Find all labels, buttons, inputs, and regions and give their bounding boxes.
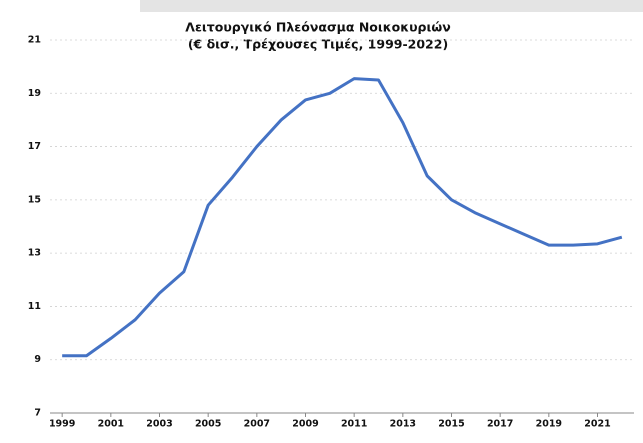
top-strip (140, 0, 643, 12)
x-tick-label: 2001 (98, 419, 124, 430)
chart-subtitle: (€ δισ., Τρέχουσες Τιμές, 1999-2022) (188, 37, 448, 52)
y-tick-label: 9 (34, 354, 41, 365)
x-tick-label: 2021 (584, 419, 610, 430)
y-tick-label: 7 (34, 408, 41, 419)
x-tick-label: 2019 (536, 419, 562, 430)
chart-title: Λειτουργικό Πλεόνασμα Νοικοκυριών (185, 20, 450, 35)
y-tick-label: 15 (28, 194, 41, 205)
x-tick-label: 2007 (244, 419, 270, 430)
panel (0, 12, 643, 443)
x-tick-label: 2005 (195, 419, 221, 430)
y-tick-label: 19 (28, 88, 41, 99)
data-line (62, 77, 623, 358)
x-tick-label: 1999 (49, 419, 75, 430)
x-tick-label: 2015 (438, 419, 464, 430)
y-tick-label: 17 (28, 141, 41, 152)
y-tick-label: 13 (28, 248, 41, 259)
y-tick-label: 21 (28, 35, 41, 46)
x-tick-label: 2017 (487, 419, 513, 430)
x-tick-label: 2003 (146, 419, 172, 430)
x-tick-label: 2013 (390, 419, 416, 430)
x-tick-label: 2011 (341, 419, 367, 430)
panel-tab (0, 0, 140, 12)
y-tick-label: 11 (28, 301, 41, 312)
x-tick-label: 2009 (292, 419, 318, 430)
